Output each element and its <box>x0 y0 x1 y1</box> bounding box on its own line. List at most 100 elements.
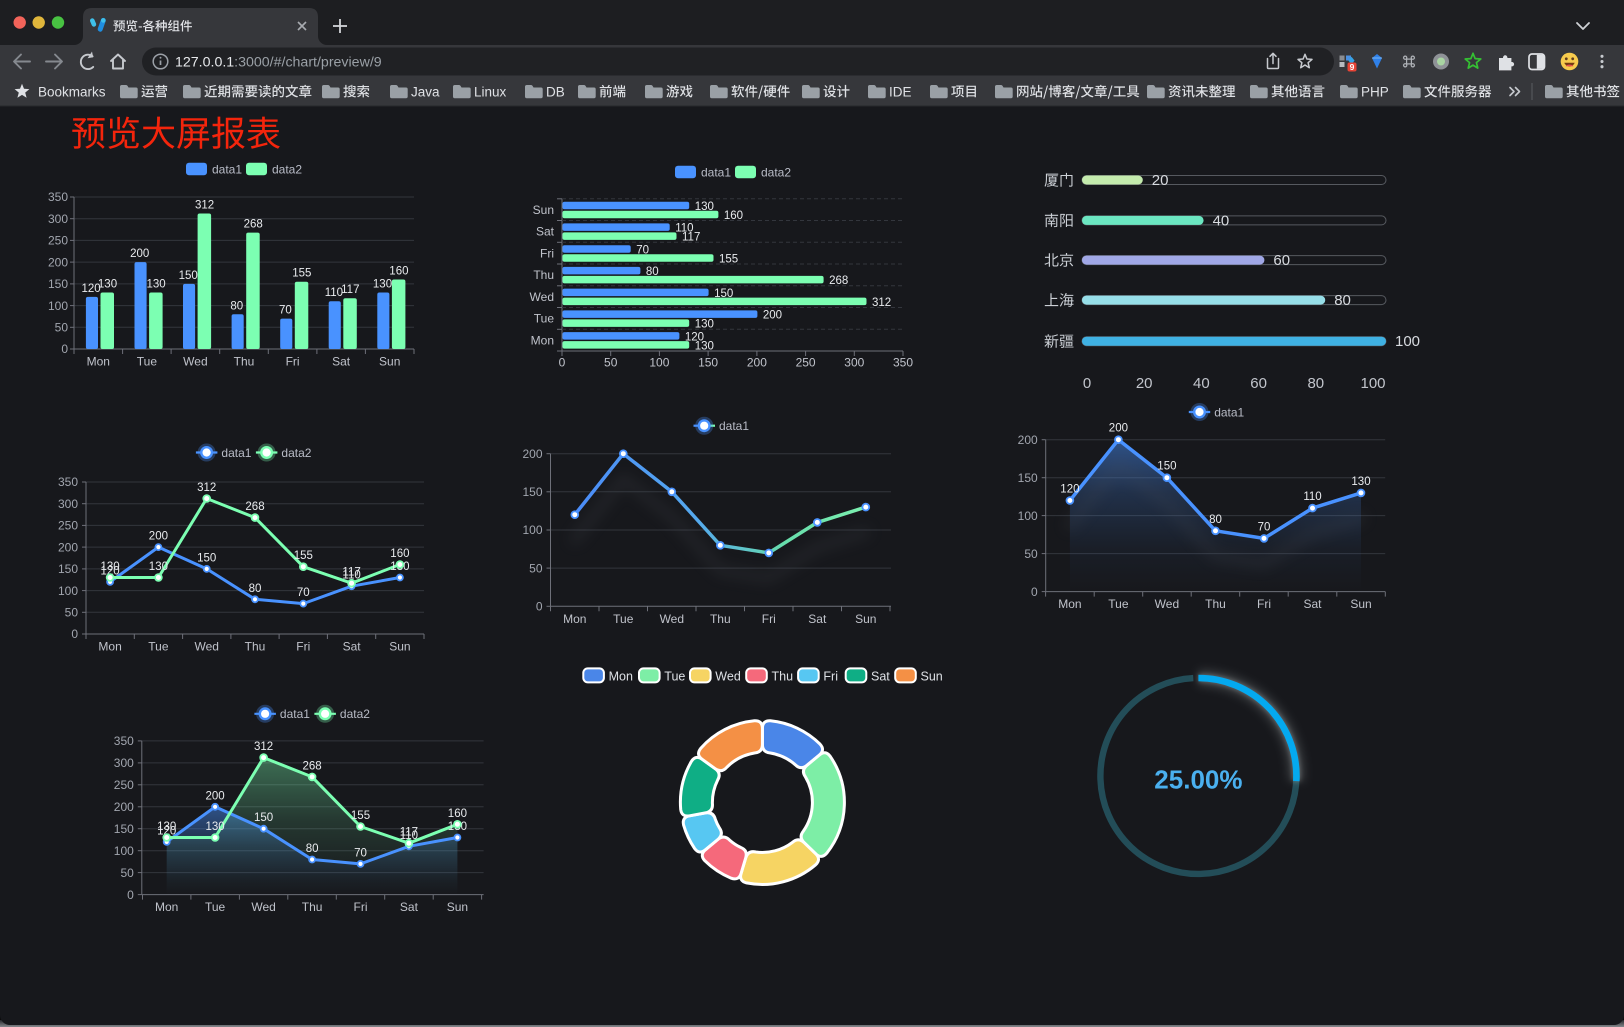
svg-text:40: 40 <box>1193 375 1210 392</box>
svg-text:9: 9 <box>1350 62 1355 72</box>
svg-text:data2: data2 <box>272 162 302 176</box>
svg-text:Mon: Mon <box>155 900 178 914</box>
svg-text:150: 150 <box>522 485 542 499</box>
svg-text:80: 80 <box>1307 375 1324 392</box>
svg-text:0: 0 <box>1083 375 1091 392</box>
svg-text:80: 80 <box>1209 514 1222 526</box>
svg-text:Tue: Tue <box>148 640 169 654</box>
svg-text:200: 200 <box>1018 433 1038 447</box>
svg-text:130: 130 <box>695 319 714 331</box>
svg-text:350: 350 <box>114 734 134 748</box>
svg-text:130: 130 <box>101 561 120 573</box>
svg-text:312: 312 <box>872 297 891 309</box>
svg-text:20: 20 <box>1152 172 1169 189</box>
svg-text:Thu: Thu <box>245 640 266 654</box>
svg-text:250: 250 <box>58 519 78 533</box>
svg-text:80: 80 <box>230 300 243 312</box>
svg-text:150: 150 <box>179 270 198 282</box>
svg-text:Thu: Thu <box>533 268 554 282</box>
svg-text:312: 312 <box>197 482 216 494</box>
svg-text:Thu: Thu <box>234 355 255 369</box>
svg-text:110: 110 <box>342 570 360 582</box>
svg-text:120: 120 <box>101 565 120 577</box>
svg-text:Sat: Sat <box>536 225 555 239</box>
svg-text:100: 100 <box>522 523 542 537</box>
svg-text:110: 110 <box>1303 491 1321 503</box>
svg-text:50: 50 <box>65 606 79 620</box>
svg-text:data2: data2 <box>340 707 370 721</box>
svg-text:130: 130 <box>149 561 168 573</box>
svg-text:data1: data1 <box>221 446 251 460</box>
svg-text:350: 350 <box>58 475 78 489</box>
svg-text:50: 50 <box>55 321 69 335</box>
svg-text:Fri: Fri <box>823 670 838 684</box>
svg-text:70: 70 <box>279 305 292 317</box>
svg-text:50: 50 <box>1024 547 1038 561</box>
svg-text:Tue: Tue <box>1108 597 1129 611</box>
svg-text:Sun: Sun <box>447 900 468 914</box>
svg-text:130: 130 <box>157 821 176 833</box>
svg-text:200: 200 <box>58 540 78 554</box>
svg-text:Sun: Sun <box>533 203 554 217</box>
svg-text:350: 350 <box>48 190 68 204</box>
svg-text:300: 300 <box>844 356 864 370</box>
svg-text:Wed: Wed <box>251 900 275 914</box>
svg-text:100: 100 <box>1395 333 1420 350</box>
svg-text:160: 160 <box>390 548 409 560</box>
svg-text:Linux: Linux <box>474 84 507 99</box>
svg-text:110: 110 <box>400 830 418 842</box>
svg-text:0: 0 <box>61 342 68 356</box>
svg-text:Wed: Wed <box>183 355 207 369</box>
svg-text:Sun: Sun <box>855 612 876 626</box>
svg-text:300: 300 <box>48 212 68 226</box>
svg-text:155: 155 <box>719 253 738 265</box>
svg-text:110: 110 <box>675 223 693 235</box>
svg-text:117: 117 <box>682 232 700 244</box>
svg-text:155: 155 <box>294 550 313 562</box>
svg-text:130: 130 <box>695 201 714 213</box>
svg-text:Thu: Thu <box>710 612 731 626</box>
svg-text:200: 200 <box>747 356 767 370</box>
svg-text:0: 0 <box>127 888 134 902</box>
svg-text:80: 80 <box>249 583 262 595</box>
svg-text:250: 250 <box>796 356 816 370</box>
svg-text:150: 150 <box>698 356 718 370</box>
svg-text:268: 268 <box>245 501 264 513</box>
svg-text:data1: data1 <box>701 165 731 179</box>
svg-text:130: 130 <box>147 279 166 291</box>
svg-text:312: 312 <box>195 200 214 212</box>
svg-text:130: 130 <box>98 279 117 291</box>
svg-text:Wed: Wed <box>715 670 741 684</box>
svg-text:PHP: PHP <box>1361 84 1389 99</box>
svg-text:150: 150 <box>714 288 733 300</box>
svg-text:160: 160 <box>724 210 743 222</box>
svg-text:70: 70 <box>1258 521 1271 533</box>
svg-text:Sun: Sun <box>389 640 410 654</box>
svg-text:200: 200 <box>1109 423 1128 435</box>
svg-text:Mon: Mon <box>531 333 554 347</box>
svg-text:0: 0 <box>71 627 78 641</box>
svg-text:0: 0 <box>536 600 543 614</box>
svg-text:50: 50 <box>529 561 543 575</box>
svg-text:150: 150 <box>1018 471 1038 485</box>
svg-text:Mon: Mon <box>563 612 586 626</box>
svg-text:160: 160 <box>389 266 408 278</box>
svg-text:Bookmarks: Bookmarks <box>38 84 106 99</box>
svg-text:Tue: Tue <box>613 612 634 626</box>
svg-text:50: 50 <box>120 866 134 880</box>
svg-text:Tue: Tue <box>664 670 685 684</box>
svg-text:120: 120 <box>82 283 101 295</box>
svg-text:117: 117 <box>400 827 418 839</box>
svg-text:Mon: Mon <box>609 670 633 684</box>
svg-text:70: 70 <box>636 244 649 256</box>
svg-text:100: 100 <box>1360 375 1385 392</box>
svg-text:Thu: Thu <box>302 900 323 914</box>
svg-text:150: 150 <box>254 812 273 824</box>
svg-text:250: 250 <box>48 234 68 248</box>
svg-text:312: 312 <box>254 741 273 753</box>
svg-text:data1: data1 <box>212 162 242 176</box>
svg-text:70: 70 <box>354 847 367 859</box>
svg-text:130: 130 <box>373 279 392 291</box>
svg-text:120: 120 <box>157 825 176 837</box>
svg-text:Fri: Fri <box>1257 597 1271 611</box>
